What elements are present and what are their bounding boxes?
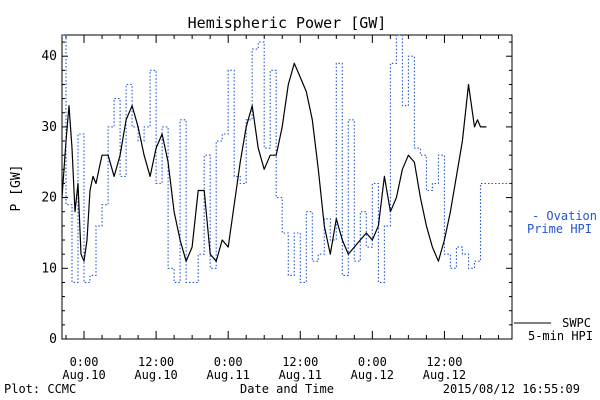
x-tick-label-time: 12:00	[282, 355, 318, 369]
x-tick-label-date: Aug.10	[62, 368, 105, 382]
legend-swpc-line1: SWPC	[562, 316, 591, 330]
y-axis-label: P [GW]	[9, 165, 24, 212]
x-axis-label: Date and Time	[240, 382, 334, 396]
legend-ovation-line1: - Ovation	[532, 209, 597, 223]
footer-left: Plot: CCMC	[4, 382, 76, 396]
legend-swpc-line2: 5-min HPI	[528, 329, 593, 343]
plot-frame	[61, 34, 513, 340]
x-tick-label-time: 0:00	[214, 355, 243, 369]
x-tick-label-date: Aug.12	[423, 368, 466, 382]
legend: - Ovation Prime HPI SWPC 5-min HPI	[514, 209, 597, 343]
x-tick-label-time: 12:00	[426, 355, 462, 369]
series-ovation-prime-line	[62, 34, 512, 283]
x-tick-label-time: 0:00	[358, 355, 387, 369]
y-tick-label: 20	[41, 191, 57, 206]
chart-title: Hemispheric Power [GW]	[188, 14, 387, 32]
series-layer	[61, 34, 512, 283]
y-tick-label: 40	[41, 49, 57, 64]
y-tick-label: 0	[49, 332, 57, 347]
series-swpc-line	[61, 62, 487, 262]
x-tick-label-time: 12:00	[138, 355, 174, 369]
y-axis: 0 10 20 30 40	[41, 41, 512, 347]
x-tick-label-date: Aug.10	[134, 368, 177, 382]
legend-ovation-line2: Prime HPI	[527, 222, 592, 236]
x-tick-label-date: Aug.12	[351, 368, 394, 382]
x-tick-label-date: Aug.11	[279, 368, 322, 382]
footer-timestamp: 2015/08/12 16:55:09	[443, 382, 580, 396]
x-axis: 0:00Aug.1012:00Aug.100:00Aug.1112:00Aug.…	[62, 35, 499, 382]
y-tick-label: 30	[41, 120, 57, 135]
y-tick-label: 10	[41, 261, 57, 276]
x-tick-label-time: 0:00	[70, 355, 99, 369]
x-tick-label-date: Aug.11	[207, 368, 250, 382]
